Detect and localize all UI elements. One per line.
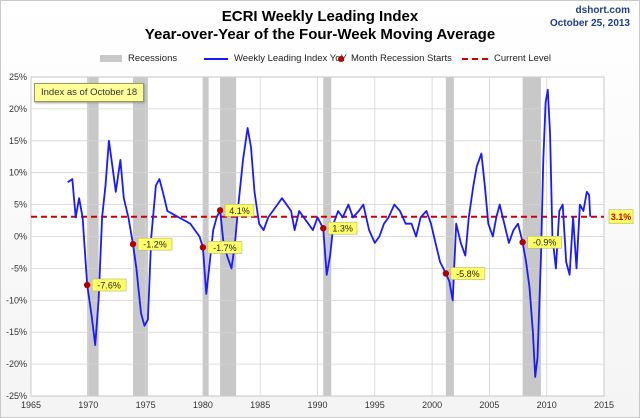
legend-item-wli: Weekly Leading Index YoY [204, 53, 347, 64]
chart-subtitle: Year-over-Year of the Four-Week Moving A… [144, 26, 496, 43]
x-tick-label: 1965 [21, 400, 41, 410]
x-tick-label: 1990 [307, 400, 327, 410]
x-tick-label: 1975 [136, 400, 156, 410]
series-swatch [204, 57, 228, 60]
y-tick-label: -10% [6, 295, 27, 305]
recession-start-label: -7.6% [97, 280, 121, 290]
recession-start-label-bg [207, 241, 243, 254]
legend-label-recessions: Recessions [128, 53, 178, 64]
recession-start-marker [216, 207, 224, 214]
y-tick-label: 5% [14, 200, 27, 210]
y-tick-label: 25% [9, 72, 27, 82]
current-level-label-bg [608, 209, 634, 225]
recession-start-marker [83, 281, 91, 289]
x-tick-label: 1995 [365, 400, 385, 410]
recession-start-label-bg [527, 235, 562, 249]
y-tick-label: -20% [6, 359, 27, 369]
recession-start-marker [320, 225, 327, 232]
x-tick-label: 2000 [422, 400, 442, 410]
recession-swatch [100, 55, 122, 62]
y-tick-label: -25% [6, 391, 27, 401]
source-label: dshort.com [575, 5, 630, 16]
x-tick-label: 1980 [193, 400, 213, 410]
current-level-label: 3.1% [611, 212, 632, 222]
chart-title: ECRI Weekly Leading Index [221, 8, 419, 25]
x-tick-label: 2015 [594, 400, 614, 410]
recession-start-marker [442, 270, 450, 277]
y-tick-label: 0% [14, 232, 27, 242]
recession-start-label: 4.1% [229, 206, 250, 216]
legend-item-recessions: Recessions [100, 53, 177, 64]
legend-item-recession-start: Month Recession Starts [330, 53, 452, 64]
recession-start-label: 1.3% [332, 224, 353, 234]
x-tick-label: 1985 [250, 400, 270, 410]
y-tick-label: 20% [9, 104, 27, 114]
legend-label-wli: Weekly Leading Index YoY [234, 53, 347, 64]
recession-start-label: -1.7% [213, 243, 237, 253]
x-tick-label: 1970 [78, 400, 98, 410]
recession-start-label-bg [224, 204, 255, 217]
y-tick-label: 10% [9, 168, 27, 178]
recession-start-label: -0.9% [533, 238, 557, 248]
date-label: October 25, 2013 [549, 18, 630, 29]
y-tick-label: -5% [11, 263, 27, 273]
recession-start-label-bg [450, 267, 486, 280]
series-line [67, 88, 592, 378]
chart-legend: Recessions Weekly Leading Index YoY Mont… [0, 53, 640, 67]
y-tick-label: 15% [9, 136, 27, 146]
legend-label-recession-start: Month Recession Starts [351, 53, 452, 64]
recession-start-marker [129, 240, 137, 248]
x-tick-label: 2005 [479, 400, 499, 410]
as-of-note: Index as of October 18 [34, 83, 145, 102]
recession-start-label-bg [91, 278, 127, 292]
recession-start-label: -5.8% [456, 269, 480, 279]
marker-swatch [338, 55, 344, 62]
legend-label-current: Current Level [494, 53, 552, 64]
current-swatch [462, 57, 488, 60]
recession-start-label-bg [137, 237, 173, 251]
recession-start-marker [519, 239, 526, 246]
recession-start-marker [199, 244, 207, 251]
legend-item-current: Current Level [462, 53, 551, 64]
x-tick-label: 2010 [537, 400, 557, 410]
y-tick-label: -15% [6, 327, 27, 337]
recession-start-label-bg [327, 221, 358, 235]
recession-start-label: -1.2% [143, 240, 167, 250]
